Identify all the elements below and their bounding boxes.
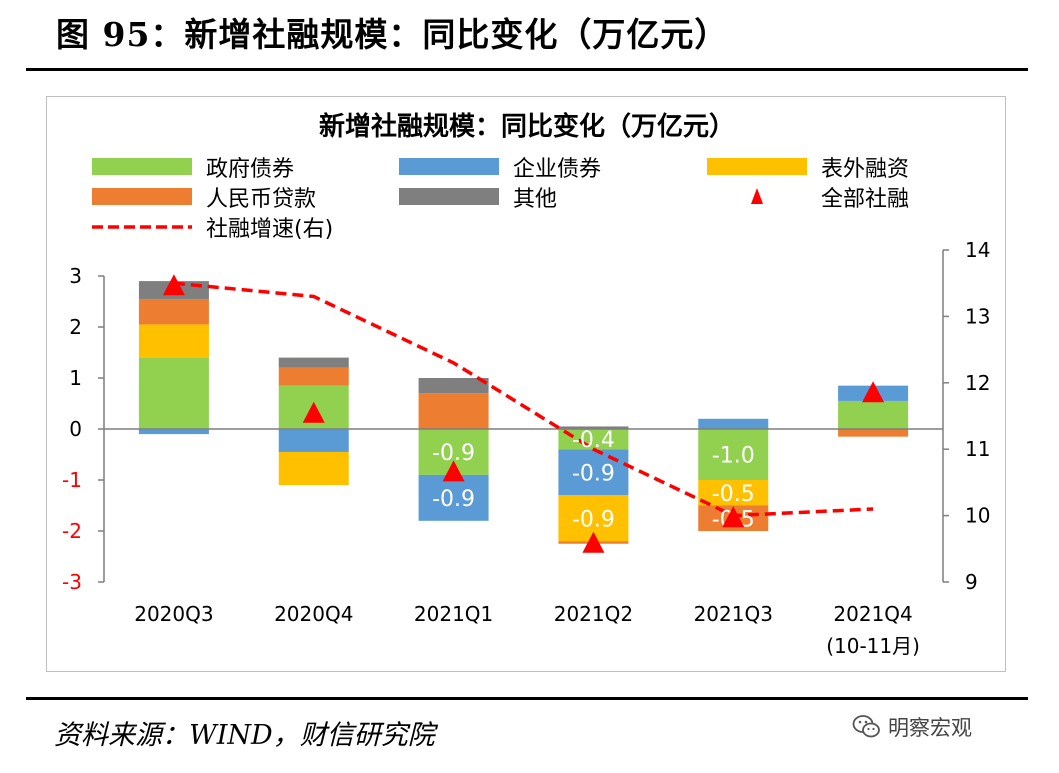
- bar-corp-bonds: [558, 449, 629, 496]
- bar-rmb-loans: [418, 393, 489, 429]
- bar-rmb-loans: [838, 429, 909, 437]
- bar-off-balance: [698, 480, 769, 506]
- bar-data-label: -0.4: [572, 428, 615, 453]
- watermark-text: 明察宏观: [888, 716, 972, 740]
- bar-data-label: -0.9: [432, 487, 475, 512]
- y-right-tick-label: 9: [965, 570, 978, 594]
- x-tick-label: 2020Q3: [134, 602, 213, 626]
- bar-corp-bonds: [138, 429, 209, 435]
- legend-off-balance-swatch: [707, 158, 807, 175]
- legend-total-marker: [751, 188, 763, 204]
- bar-corp-bonds: [418, 474, 489, 521]
- bar-data-label: -0.9: [572, 507, 615, 532]
- top-rule: [26, 68, 1028, 71]
- y-left-tick-label: 0: [69, 417, 82, 441]
- bar-other: [278, 357, 349, 368]
- watermark: 明察宏观: [852, 712, 972, 742]
- bar-off-balance: [138, 324, 209, 358]
- total-marker: [162, 274, 185, 296]
- legend-corp-bonds-label: 企业债券: [513, 157, 601, 182]
- total-marker: [442, 460, 465, 482]
- y-left-tick-label: -2: [62, 519, 82, 543]
- chart-panel: 新增社融规模：同比变化（万亿元） 政府债券 企业债券 表外融资人民币贷款 其他 全部社融社…: [46, 96, 1006, 672]
- y-right-tick-label: 13: [965, 304, 990, 328]
- y-left-tick-label: -3: [62, 570, 82, 594]
- bar-corp-bonds: [278, 429, 349, 452]
- legend-rmb-loans-swatch: [92, 188, 192, 205]
- y-right-tick-label: 14: [965, 238, 990, 262]
- x-tick-label: 2021Q3: [694, 602, 773, 626]
- bar-off-balance: [278, 451, 349, 486]
- legend-growth-label: 社融增速(右): [206, 217, 333, 242]
- x-tick-label: 2020Q4: [274, 602, 353, 626]
- total-marker: [862, 381, 885, 403]
- legend-off-balance-label: 表外融资: [821, 157, 909, 182]
- legend-gov-bonds-label: 政府债券: [206, 157, 294, 182]
- chart-title: 新增社融规模：同比变化（万亿元）: [319, 111, 735, 142]
- y-left-tick-label: 3: [69, 264, 82, 288]
- legend-gov-bonds-swatch: [92, 158, 192, 175]
- legend-total-label: 全部社融: [821, 187, 909, 212]
- x-tick-label: 2021Q2: [554, 602, 633, 626]
- legend-corp-bonds-swatch: [399, 158, 499, 175]
- x-tick-label: 2021Q4: [833, 602, 912, 626]
- figure-heading: 图 95：新增社融规模：同比变化（万亿元）: [56, 15, 729, 54]
- growth-line: [173, 281, 874, 518]
- y-left-tick-label: 1: [69, 366, 82, 390]
- bar-gov-bonds: [558, 429, 629, 450]
- source-note: 资料来源：WIND，财信研究院: [54, 720, 435, 751]
- x-tick-label: 2021Q1: [414, 602, 493, 626]
- y-left-tick-label: 2: [69, 315, 82, 339]
- bar-data-label: -0.5: [712, 482, 755, 507]
- bar-rmb-loans: [278, 367, 349, 386]
- y-right-tick-label: 12: [965, 371, 990, 395]
- total-marker: [582, 531, 605, 553]
- y-right-tick-label: 11: [965, 437, 990, 461]
- y-right-tick-label: 10: [965, 504, 990, 528]
- total-marker: [722, 506, 745, 528]
- legend-rmb-loans-label: 人民币贷款: [206, 187, 316, 212]
- bar-gov-bonds: [698, 429, 769, 480]
- legend-other-swatch: [399, 188, 499, 205]
- y-left-tick-label: -1: [62, 468, 82, 492]
- bar-gov-bonds: [138, 357, 209, 429]
- bottom-rule: [26, 697, 1028, 700]
- x-tick-label: (10-11月): [826, 634, 920, 658]
- wechat-icon: [852, 715, 880, 738]
- bar-gov-bonds: [838, 400, 909, 429]
- bar-corp-bonds: [698, 418, 769, 429]
- bar-other: [418, 378, 489, 394]
- bar-data-label: -1.0: [712, 444, 755, 469]
- total-marker: [302, 401, 325, 423]
- legend-other-label: 其他: [513, 187, 557, 212]
- bar-other: [558, 426, 629, 429]
- bar-data-label: -0.9: [572, 461, 615, 486]
- bar-rmb-loans: [138, 298, 209, 325]
